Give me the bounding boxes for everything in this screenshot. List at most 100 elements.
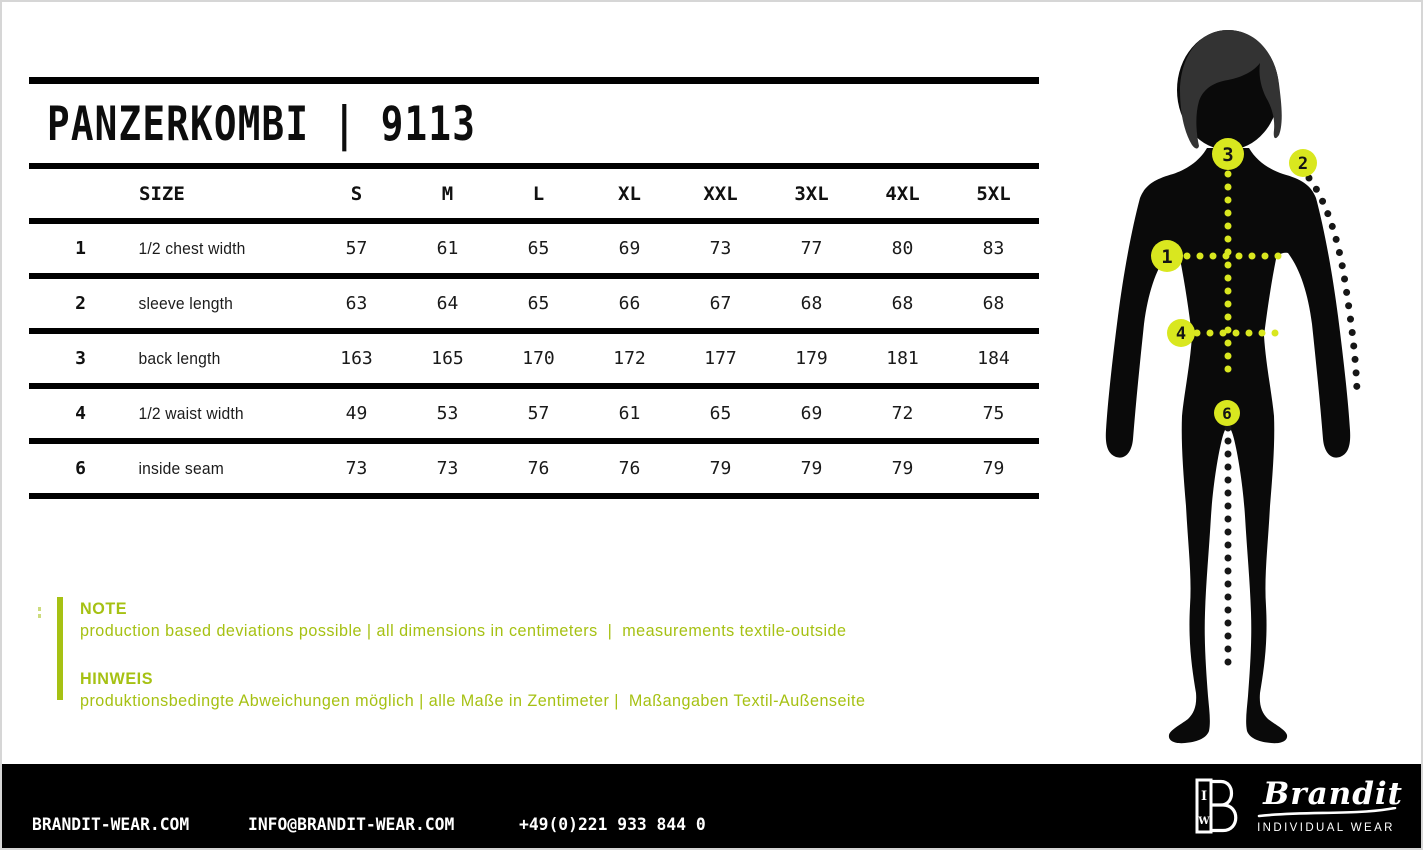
measure-number: 6 [75,458,86,479]
table-row-back: 3 back length 163 165 170 172 177 179 18… [29,334,1039,383]
measure-label: sleeve length [138,293,234,313]
size-value: 68 [800,293,823,314]
size-value: 66 [618,293,641,314]
size-value: 75 [982,403,1005,424]
measure-number: 2 [75,293,86,314]
notes-section: NOTE production based deviations possibl… [57,597,907,711]
sleeve-length-line [1305,174,1361,396]
size-value: 69 [800,403,823,424]
size-value: 83 [982,238,1005,259]
table-row-waist: 4 1/2 waist width 49 53 57 61 65 69 72 7… [29,389,1039,438]
note-text: production based deviations possible | a… [80,621,847,640]
svg-text:I: I [1201,789,1207,804]
brandit-logo: I W Brandit INDIVIDUAL WEAR [1195,778,1403,834]
col-header-4xl: 4XL [885,182,920,205]
size-column-label: SIZE [139,182,185,205]
size-value: 179 [795,348,828,369]
marker-4-number: 4 [1176,324,1186,344]
size-value: 69 [618,238,641,259]
footer: BRANDIT-WEAR.COM INFO@BRANDIT-WEAR.COM +… [2,764,1421,848]
table-header-row: SIZE S M L XL XXL 3XL 4XL 5XL [29,169,1039,218]
marker-6-circle [1214,400,1240,426]
col-header-s: S [350,182,363,205]
table-row-sleeve: 2 sleeve length 63 64 65 66 67 68 68 68 [29,279,1039,328]
table-rule [29,438,1039,444]
size-value: 73 [709,238,732,259]
table-rule [29,163,1039,169]
col-header-l: L [532,182,545,205]
size-value: 65 [527,238,550,259]
footer-phone: +49(0)221 933 844 0 [519,815,706,835]
col-header-xl: XL [618,182,641,205]
size-value: 76 [618,458,641,479]
measure-label: inside seam [138,458,224,478]
hinweis-title: HINWEIS [80,669,154,688]
measure-label: 1/2 chest width [138,238,246,258]
size-value: 57 [345,238,368,259]
size-value: 181 [886,348,919,369]
measure-label: back length [138,348,221,368]
size-value: 49 [345,403,368,424]
size-value: 184 [977,348,1010,369]
size-value: 73 [436,458,459,479]
size-value: 61 [618,403,641,424]
table-rule [29,383,1039,389]
marker-4-circle [1167,319,1195,347]
hair-silhouette [1180,30,1282,149]
col-header-5xl: 5XL [976,182,1011,205]
size-value: 165 [431,348,464,369]
measure-number: 3 [75,348,86,369]
marker-2-circle [1289,149,1317,177]
size-value: 65 [527,293,550,314]
size-value: 79 [800,458,823,479]
size-value: 163 [340,348,373,369]
marker-1-number: 1 [1161,246,1172,268]
size-value: 67 [709,293,732,314]
col-header-xxl: XXL [703,182,738,205]
footer-website: BRANDIT-WEAR.COM [32,815,190,835]
marker-1-circle [1151,240,1183,272]
table-rule [29,328,1039,334]
note-title: NOTE [80,599,128,618]
table-rule [29,273,1039,279]
size-table: SIZE S M L XL XXL 3XL 4XL 5XL 1 1/2 ches… [29,163,1039,499]
table-rule [29,493,1039,499]
body-measurement-figure: 3 2 1 4 6 [1105,30,1361,744]
col-header-m: M [441,182,454,205]
logo-tagline: INDIVIDUAL WEAR [1257,821,1395,834]
size-value: 170 [522,348,555,369]
measure-label: 1/2 waist width [138,403,244,423]
measure-number: 1 [75,238,86,259]
size-value: 65 [709,403,732,424]
size-value: 80 [891,238,914,259]
table-row-inseam: 6 inside seam 73 73 76 76 79 79 79 79 [29,444,1039,493]
size-value: 72 [891,403,914,424]
size-value: 177 [704,348,737,369]
size-value: 172 [613,348,646,369]
size-value: 68 [891,293,914,314]
logo-brand-name: Brandit [1263,775,1403,812]
title-divider [29,77,1039,84]
size-value: 57 [527,403,550,424]
size-value: 76 [527,458,550,479]
marker-3-circle [1212,138,1244,170]
size-value: 61 [436,238,459,259]
col-header-3xl: 3XL [794,182,829,205]
hinweis-text: produktionsbedingte Abweichungen möglich… [80,691,866,710]
marker-2-number: 2 [1298,154,1308,174]
logo-b-icon: I W [1195,778,1238,834]
notes-accent-bar [57,597,63,700]
measure-number: 4 [75,403,86,424]
footer-email: INFO@BRANDIT-WEAR.COM [248,815,455,835]
page-title: PANZERKOMBI | 9113 [47,97,477,152]
size-value: 79 [982,458,1005,479]
size-value: 64 [436,293,459,314]
svg-text:W: W [1197,816,1210,827]
size-value: 63 [345,293,368,314]
size-value: 79 [891,458,914,479]
size-value: 79 [709,458,732,479]
table-row-chest: 1 1/2 chest width 57 61 65 69 73 77 80 8… [29,224,1039,273]
size-value: 53 [436,403,459,424]
logo-underline-swoosh [1257,806,1397,817]
size-value: 73 [345,458,368,479]
